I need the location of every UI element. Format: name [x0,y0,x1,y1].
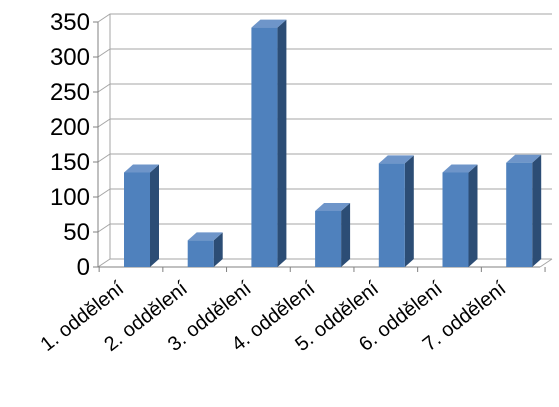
bar-side [341,203,351,267]
bar-side [150,164,159,267]
gridline [97,153,552,163]
y-axis-tick-labels: 0 50 100 150 200 250 300 350 [50,9,90,281]
bar-front [442,172,469,267]
bar-top [251,19,287,28]
bar-top [442,164,478,173]
bar-top [315,203,351,211]
bar [187,232,223,267]
y-tick-label: 350 [50,9,90,36]
bar-side [213,232,223,267]
bar [378,155,414,267]
gridline [97,188,552,198]
bar-side [404,155,414,267]
bar [506,154,542,267]
gridline [97,118,552,128]
y-tick-label: 150 [50,149,90,176]
bar [442,164,478,267]
bar-front [124,172,150,267]
bar-front [187,240,214,267]
bar-front [251,27,278,267]
bar-top [378,155,414,164]
y-tick-label: 0 [77,254,90,281]
y-tick-label: 100 [50,184,90,211]
bar-front [378,163,405,267]
y-tick-label: 200 [50,114,90,141]
bar-top [187,232,223,241]
gridline [97,13,552,23]
bar-side [468,164,478,267]
y-tick-label: 50 [63,219,90,246]
gridlines [97,13,552,268]
y-tick-label: 250 [50,79,90,106]
y-tick-label: 300 [50,44,90,71]
bar-front [315,211,342,267]
bar [315,203,351,267]
bar-side [277,19,287,267]
bar [124,164,159,267]
floor-right-edge [539,258,553,268]
bars [124,19,542,267]
bar-side [532,154,542,267]
gridline [97,48,552,58]
bar-front [506,162,533,267]
bar-top [124,164,159,173]
gridline [97,83,552,93]
bar-top [506,154,542,163]
bar [251,19,287,267]
